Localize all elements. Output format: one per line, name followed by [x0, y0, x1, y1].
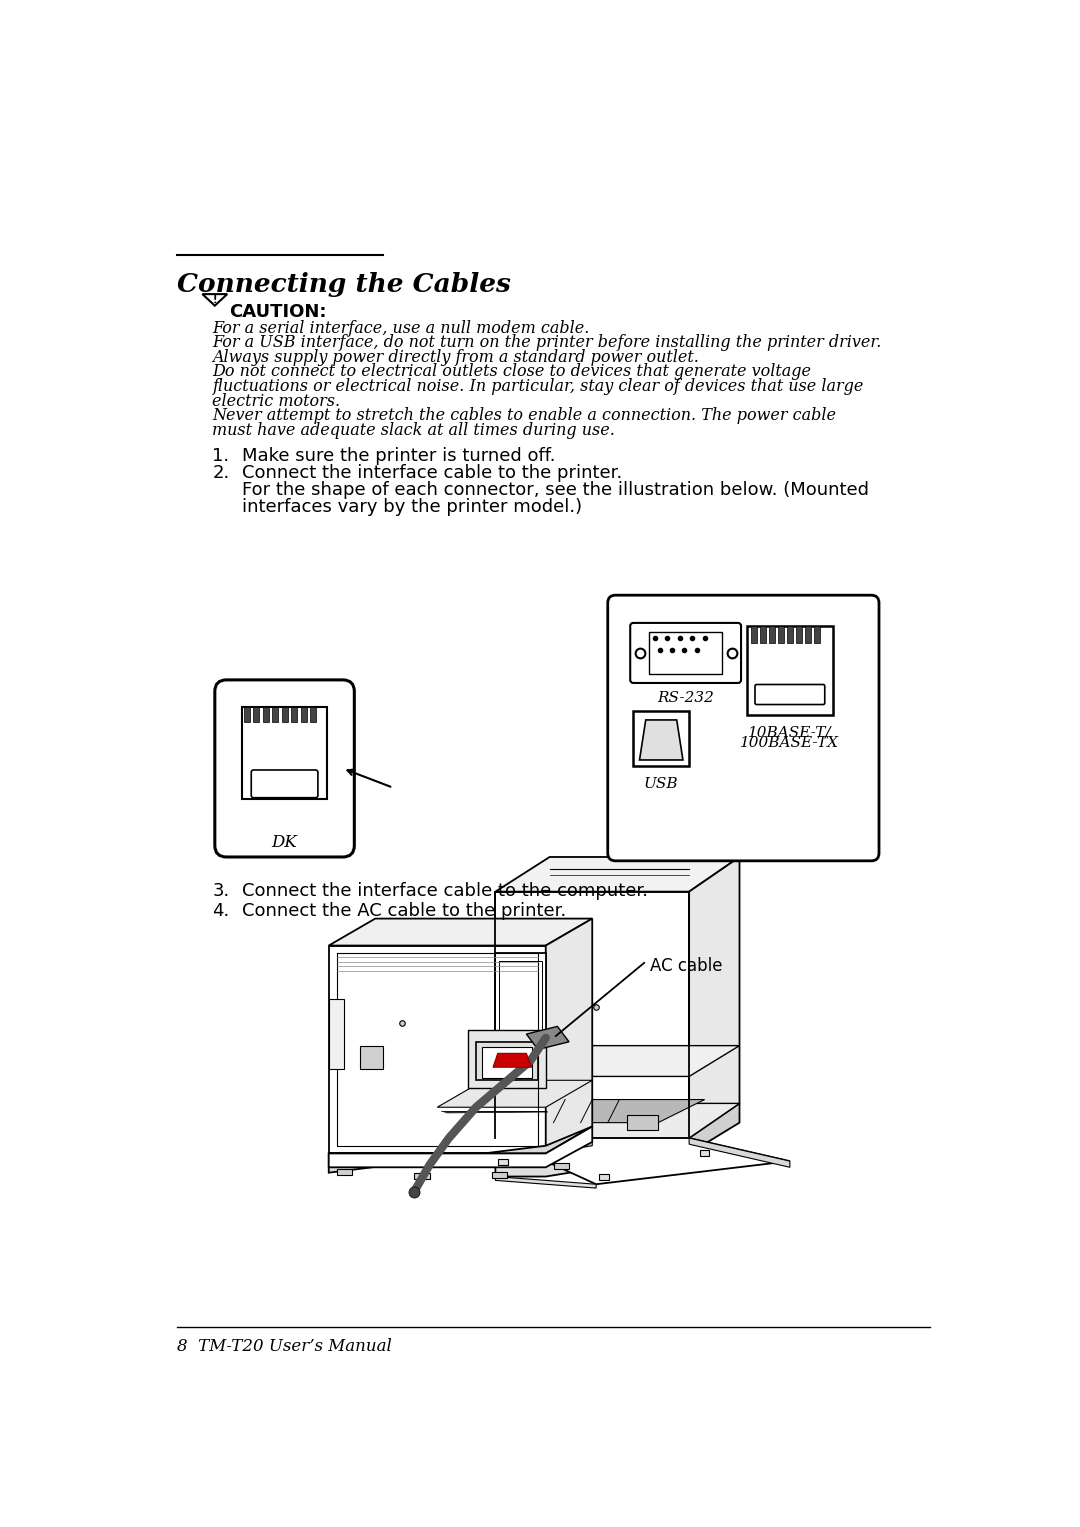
Bar	[272, 707, 279, 722]
Bar	[337, 1168, 352, 1174]
FancyBboxPatch shape	[608, 596, 879, 861]
Polygon shape	[526, 1026, 569, 1049]
Polygon shape	[503, 976, 535, 1008]
Polygon shape	[476, 1041, 538, 1080]
Polygon shape	[328, 1127, 592, 1173]
Polygon shape	[328, 919, 592, 945]
Bar	[244, 707, 249, 722]
Polygon shape	[328, 1000, 345, 1069]
Text: Always supply power directly from a standard power outlet.: Always supply power directly from a stan…	[213, 348, 700, 366]
Polygon shape	[639, 719, 683, 760]
Bar	[796, 626, 802, 643]
Text: CAUTION:: CAUTION:	[230, 302, 327, 321]
Bar	[599, 1174, 608, 1180]
Bar	[554, 1162, 569, 1168]
Text: 8  TM-T20 User’s Manual: 8 TM-T20 User’s Manual	[177, 1338, 392, 1356]
Polygon shape	[689, 1138, 789, 1167]
FancyBboxPatch shape	[252, 770, 318, 797]
Bar	[242, 707, 327, 799]
Text: 1.: 1.	[213, 447, 230, 466]
Text: RS-232: RS-232	[658, 690, 714, 704]
Text: 4.: 4.	[213, 902, 230, 921]
Text: 3.: 3.	[213, 883, 230, 901]
Polygon shape	[689, 1104, 740, 1153]
Polygon shape	[328, 945, 545, 1153]
Text: 100BASE-TX: 100BASE-TX	[741, 736, 839, 750]
Bar	[760, 626, 766, 643]
Text: For a serial interface, use a null modem cable.: For a serial interface, use a null modem…	[213, 319, 590, 336]
Polygon shape	[496, 892, 689, 1138]
Text: For the shape of each connector, see the illustration below. (Mounted: For the shape of each connector, see the…	[242, 481, 869, 499]
Text: DK: DK	[272, 834, 297, 851]
Polygon shape	[689, 857, 740, 1138]
Text: 2.: 2.	[213, 464, 230, 483]
Polygon shape	[545, 1099, 704, 1122]
Text: AC cable: AC cable	[650, 957, 723, 976]
Bar	[813, 626, 820, 643]
Bar	[499, 1159, 508, 1165]
Bar	[491, 1171, 507, 1177]
Bar	[786, 626, 793, 643]
Bar	[778, 626, 784, 643]
Polygon shape	[627, 1115, 658, 1130]
Bar	[414, 1173, 430, 1179]
Polygon shape	[545, 919, 592, 1153]
Polygon shape	[360, 1046, 383, 1069]
Text: Connect the AC cable to the printer.: Connect the AC cable to the printer.	[242, 902, 566, 921]
Polygon shape	[496, 1104, 740, 1138]
Bar	[747, 626, 833, 715]
Text: Connect the interface cable to the computer.: Connect the interface cable to the compu…	[242, 883, 648, 901]
Bar	[700, 1150, 710, 1156]
FancyBboxPatch shape	[755, 684, 825, 704]
Polygon shape	[496, 1176, 596, 1188]
Text: must have adequate slack at all times during use.: must have adequate slack at all times du…	[213, 421, 616, 438]
Text: !: !	[213, 295, 217, 304]
Bar	[805, 626, 811, 643]
FancyBboxPatch shape	[215, 680, 354, 857]
Bar	[769, 626, 775, 643]
Text: USB: USB	[644, 777, 678, 791]
Bar	[633, 710, 689, 767]
Polygon shape	[496, 1046, 740, 1077]
Polygon shape	[496, 953, 545, 1077]
Text: Connect the interface cable to the printer.: Connect the interface cable to the print…	[242, 464, 622, 483]
Polygon shape	[496, 1138, 689, 1176]
Bar	[262, 707, 269, 722]
Bar	[292, 707, 297, 722]
Polygon shape	[328, 1127, 592, 1167]
Bar	[751, 626, 757, 643]
Text: fluctuations or electrical noise. In particular, stay clear of devices that use : fluctuations or electrical noise. In par…	[213, 379, 864, 395]
Bar	[282, 707, 288, 722]
Text: Make sure the printer is turned off.: Make sure the printer is turned off.	[242, 447, 555, 466]
Text: 10BASE-T/: 10BASE-T/	[748, 725, 832, 739]
Polygon shape	[496, 857, 740, 892]
Bar	[254, 707, 259, 722]
Text: Never attempt to stretch the cables to enable a connection. The power cable: Never attempt to stretch the cables to e…	[213, 408, 837, 425]
Polygon shape	[469, 1031, 545, 1089]
Text: Do not connect to electrical outlets close to devices that generate voltage: Do not connect to electrical outlets clo…	[213, 363, 811, 380]
Text: Connecting the Cables: Connecting the Cables	[177, 272, 511, 296]
Bar	[300, 707, 307, 722]
Text: interfaces vary by the printer model.): interfaces vary by the printer model.)	[242, 498, 582, 516]
Bar	[310, 707, 316, 722]
Text: electric motors.: electric motors.	[213, 392, 340, 409]
Polygon shape	[437, 1080, 592, 1107]
Bar	[482, 1048, 531, 1078]
Polygon shape	[545, 1127, 592, 1153]
Polygon shape	[494, 1054, 531, 1067]
Bar	[649, 632, 723, 673]
FancyBboxPatch shape	[631, 623, 741, 683]
Text: For a USB interface, do not turn on the printer before installing the printer dr: For a USB interface, do not turn on the …	[213, 334, 882, 351]
Polygon shape	[496, 1138, 789, 1185]
